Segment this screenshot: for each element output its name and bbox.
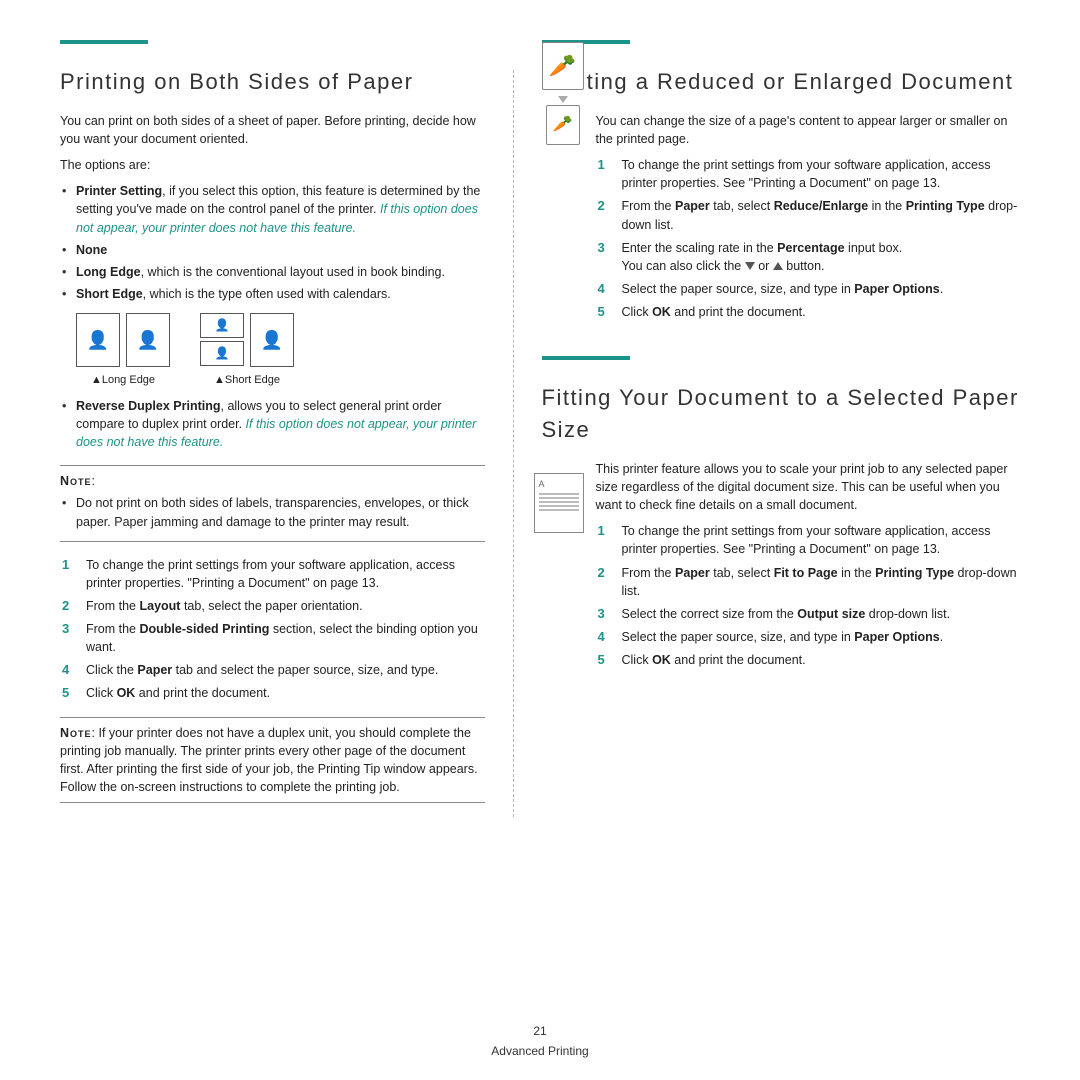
page-icon: 👤	[200, 313, 244, 338]
heading-fit: Fitting Your Document to a Selected Pape…	[542, 382, 1021, 446]
note-label: Note	[60, 474, 92, 488]
intro-text: You can change the size of a page's cont…	[596, 112, 1021, 148]
duplex-figures: 👤 👤 Long Edge 👤 👤 👤 Short Edge	[76, 313, 485, 389]
page-icon: 👤	[200, 341, 244, 366]
section-rule	[542, 356, 630, 360]
step-3: Select the correct size from the Output …	[622, 605, 1021, 623]
arrow-down-icon	[558, 96, 568, 103]
opt-none: None	[76, 241, 485, 259]
page-icon: 👤	[250, 313, 294, 367]
step-4: Click the Paper tab and select the paper…	[86, 661, 485, 679]
column-divider	[513, 70, 514, 817]
section-reduce-enlarge: Printing a Reduced or Enlarged Document …	[596, 40, 1021, 321]
note-box-2: Note: If your printer does not have a du…	[60, 717, 485, 804]
note2-body: : If your printer does not have a duplex…	[60, 726, 478, 794]
step-1: To change the print settings from your s…	[622, 156, 1021, 192]
step-1: To change the print settings from your s…	[86, 556, 485, 592]
section-rule	[60, 40, 148, 44]
step-2: From the Layout tab, select the paper or…	[86, 597, 485, 615]
page-content: Printing on Both Sides of Paper You can …	[0, 0, 1080, 847]
fig-short-edge: 👤 👤 👤 Short Edge	[200, 313, 294, 389]
opt-short-edge: Short Edge, which is the type often used…	[76, 285, 485, 303]
triangle-down-icon	[745, 262, 755, 270]
note-label: Note	[60, 726, 92, 740]
step-3: From the Double-sided Printing section, …	[86, 620, 485, 656]
chapter-name: Advanced Printing	[491, 1044, 588, 1058]
scale-illustration: 🥕 🥕	[542, 42, 584, 149]
step-4: Select the paper source, size, and type …	[622, 280, 1021, 298]
duplex-steps: To change the print settings from your s…	[60, 556, 485, 703]
step-5: Click OK and print the document.	[622, 303, 1021, 321]
page-fit-icon: A	[534, 473, 584, 533]
right-column: Printing a Reduced or Enlarged Document …	[542, 40, 1021, 817]
page-icon: 👤	[76, 313, 120, 367]
step-2: From the Paper tab, select Fit to Page i…	[622, 564, 1021, 600]
page-footer: 21 Advanced Printing	[0, 1023, 1080, 1060]
step-1: To change the print settings from your s…	[622, 522, 1021, 558]
option-list: Printer Setting, if you select this opti…	[60, 182, 485, 303]
step-2: From the Paper tab, select Reduce/Enlarg…	[622, 197, 1021, 233]
heading-reduce: Printing a Reduced or Enlarged Document	[542, 66, 1021, 98]
options-lead: The options are:	[60, 156, 485, 174]
intro-text: You can print on both sides of a sheet o…	[60, 112, 485, 148]
reduce-steps: To change the print settings from your s…	[596, 156, 1021, 321]
left-column: Printing on Both Sides of Paper You can …	[60, 40, 485, 817]
fig-caption: Long Edge	[91, 373, 155, 389]
opt-long-edge: Long Edge, which is the conventional lay…	[76, 263, 485, 281]
step-4: Select the paper source, size, and type …	[622, 628, 1021, 646]
opt-reverse-duplex: Reverse Duplex Printing, allows you to s…	[76, 397, 485, 451]
step-3: Enter the scaling rate in the Percentage…	[622, 239, 1021, 275]
section-fit-page: Fitting Your Document to a Selected Pape…	[596, 356, 1021, 669]
step-5: Click OK and print the document.	[622, 651, 1021, 669]
note-body: Do not print on both sides of labels, tr…	[76, 494, 485, 530]
page-icon: 👤	[126, 313, 170, 367]
fig-long-edge: 👤 👤 Long Edge	[76, 313, 170, 389]
note-box: Note: Do not print on both sides of labe…	[60, 465, 485, 541]
page-number: 21	[0, 1023, 1080, 1040]
carrot-icon-small: 🥕	[546, 105, 580, 145]
step-5: Click OK and print the document.	[86, 684, 485, 702]
triangle-up-icon	[773, 262, 783, 270]
intro-text: This printer feature allows you to scale…	[596, 460, 1021, 514]
carrot-icon: 🥕	[542, 42, 584, 90]
fit-steps: To change the print settings from your s…	[596, 522, 1021, 669]
heading-duplex: Printing on Both Sides of Paper	[60, 66, 485, 98]
opt-printer-setting: Printer Setting, if you select this opti…	[76, 182, 485, 236]
option-list-2: Reverse Duplex Printing, allows you to s…	[60, 397, 485, 451]
fig-caption: Short Edge	[214, 373, 280, 389]
